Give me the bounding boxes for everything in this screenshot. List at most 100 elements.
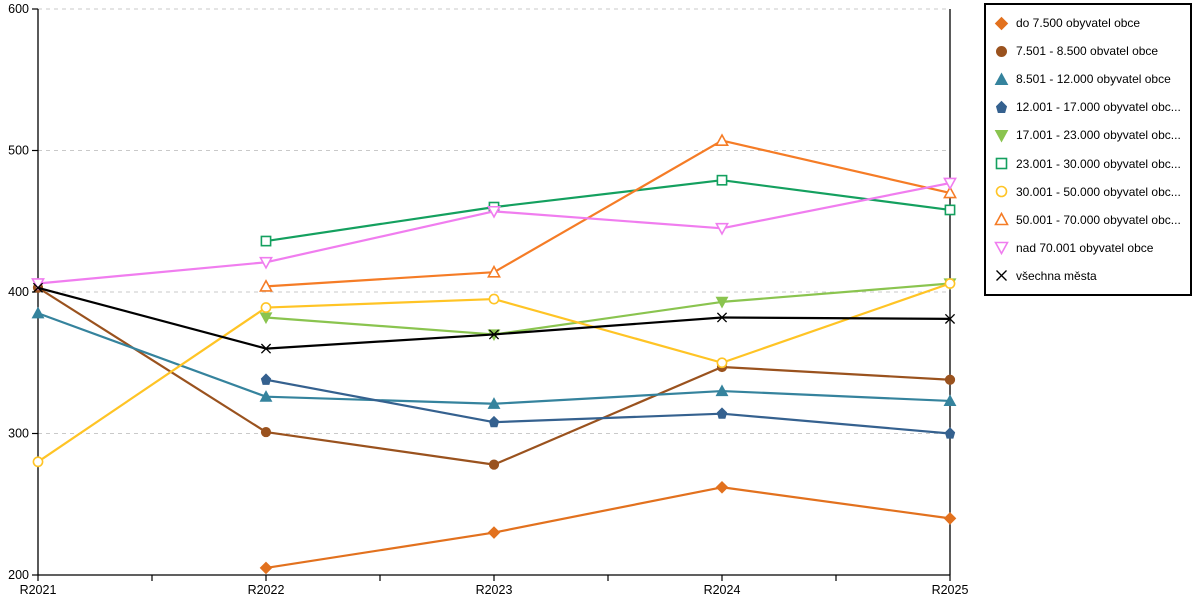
x-marker [488,329,500,340]
pentagon-filled-marker [260,373,272,385]
triangle-down-open-marker [994,241,1009,256]
series-line [493,139,723,274]
series-line [721,365,951,381]
legend-item-5: 23.001 - 30.000 obyvatel obc... [994,156,1190,171]
pentagon-filled-legend-icon [995,100,1008,113]
x-marker [716,312,728,323]
triangle-up-filled-marker [943,394,957,407]
legend-label: 30.001 - 50.000 obyvatel obc... [1016,184,1181,199]
legend-label: 7.501 - 8.500 obvatel obce [1016,44,1159,59]
circle-filled-marker [944,374,956,385]
circle-filled-legend-icon [996,45,1007,57]
x-tick-label: R2025 [932,583,969,597]
triangle-down-open-marker [259,256,273,270]
series-line [493,300,723,336]
legend-label: 17.001 - 23.000 obyvatel obc... [1016,128,1181,143]
triangle-up-filled-marker [259,390,273,402]
series-8 [31,177,957,291]
series-line [265,531,495,570]
x-marker [32,282,44,293]
triangle-down-filled-legend-icon [994,129,1009,143]
square-open-marker [260,235,272,247]
y-tick-label: 200 [8,568,29,582]
pentagon-filled-marker [944,427,956,439]
circle-open-legend-icon [995,185,1008,198]
x-tick-label: R2024 [704,583,741,597]
square-open-marker [944,204,956,216]
triangle-up-open-legend-icon [994,212,1009,226]
series-line [721,179,951,212]
diamond-filled-marker [259,561,273,575]
series-line [721,282,951,364]
pentagon-filled-marker [488,415,500,428]
series-line [493,365,723,466]
triangle-down-open-marker [31,278,45,291]
x-marker [944,313,956,324]
series-line [265,333,495,350]
series-line [721,412,951,435]
legend-label: všechna města [1016,268,1097,283]
pentagon-filled-marker [716,407,728,419]
triangle-down-filled-marker [994,129,1009,143]
y-tick-label: 400 [8,285,29,299]
triangle-down-open-marker [715,222,729,236]
triangle-up-filled-marker [487,397,501,409]
legend-item-0: do 7.500 obyvatel obce [994,16,1190,31]
series-line [721,181,951,230]
series-line [721,282,951,304]
circle-open-marker [488,293,500,305]
legend-item-6: 30.001 - 50.000 obyvatel obc... [994,184,1190,199]
series-line [37,286,267,350]
legend-item-1: 7.501 - 8.500 obvatel obce [994,44,1190,59]
chart-legend: do 7.500 obyvatel obce 7.501 - 8.500 obva… [984,3,1192,296]
legend-label: do 7.500 obyvatel obce [1016,16,1141,31]
triangle-down-open-legend-icon [994,241,1009,256]
series-line [37,286,267,434]
circle-open-marker [260,302,272,313]
series-7 [259,133,957,292]
circle-open-marker [944,278,956,289]
series-3 [260,373,956,439]
diamond-filled-marker [943,512,957,525]
series-line [493,412,723,424]
triangle-up-filled-legend-icon [994,72,1009,85]
x-marker [260,343,272,354]
circle-open-marker [995,185,1008,198]
triangle-down-open-marker [943,177,957,191]
series-line [265,378,495,424]
square-open-legend-icon [995,157,1008,170]
series-1 [32,282,956,470]
legend-label: nad 70.001 obyvatel obce [1016,240,1154,255]
series-line [721,389,951,403]
series-5 [260,174,956,247]
triangle-up-open-marker [943,185,957,199]
circle-filled-marker [260,426,272,438]
square-open-marker [995,157,1008,170]
legend-label: 50.001 - 70.000 obyvatel obc... [1016,212,1181,227]
series-line [265,206,495,243]
x-legend-icon [996,270,1007,282]
triangle-up-filled-marker [31,306,45,319]
diamond-filled-legend-icon [994,16,1009,30]
legend-label: 8.501 - 12.000 obyvatel obce [1016,72,1171,87]
x-tick-label: R2021 [20,583,57,597]
legend-item-3: 12.001 - 17.000 obyvatel obc... [994,100,1190,115]
triangle-down-filled-marker [715,296,729,309]
series-line [493,486,723,534]
series-6 [32,278,956,468]
pentagon-filled-marker [995,100,1008,113]
series-line [721,316,951,320]
diamond-filled-marker [994,16,1009,30]
series-line [493,210,723,230]
series-line [265,271,495,288]
series-line [265,316,495,336]
legend-item-4: 17.001 - 23.000 obyvatel obc... [994,128,1190,143]
series-line [493,179,723,209]
legend-label: 12.001 - 17.000 obyvatel obc... [1016,100,1181,115]
series-line [37,306,267,463]
series-line [37,312,267,398]
series-2 [31,306,957,409]
series-line [265,210,495,264]
x-tick-label: R2023 [476,583,513,597]
